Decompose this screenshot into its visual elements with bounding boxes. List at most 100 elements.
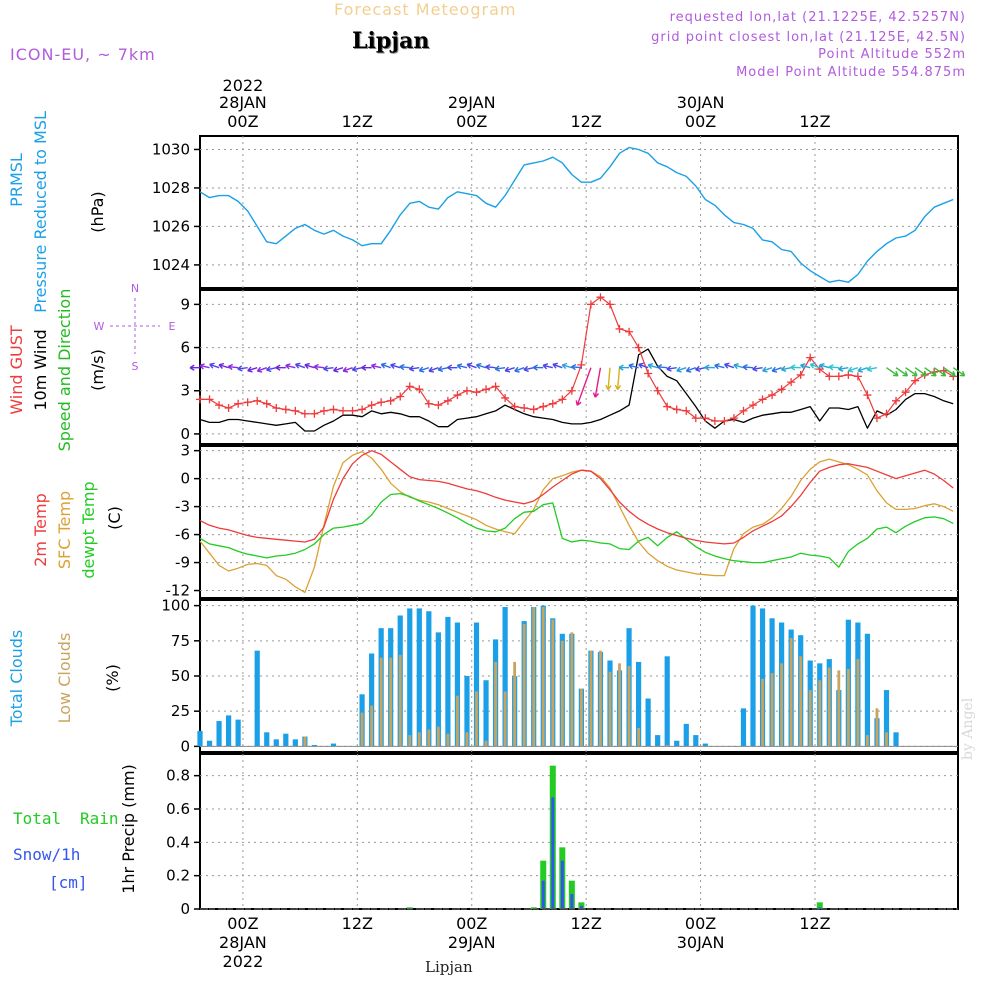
- wind-arrow: [561, 362, 573, 370]
- x-tick-label-bottom: 00Z: [227, 914, 258, 933]
- y-tick-label: 1024: [152, 256, 190, 274]
- wind-arrow: [733, 362, 744, 370]
- wind-10m-label: 10m Wind: [31, 329, 50, 410]
- wind-arrow: [514, 366, 525, 373]
- gust-marker: [281, 405, 290, 414]
- rain-bar: [816, 902, 823, 909]
- wind-arrow: [695, 365, 706, 373]
- wind-arrow: [924, 367, 937, 377]
- gust-marker: [243, 398, 252, 407]
- gust-marker: [625, 327, 634, 336]
- low-cloud-bar: [770, 673, 774, 747]
- gust-marker: [482, 385, 491, 394]
- y-tick-label: 3: [180, 382, 190, 400]
- x-tick-label-top: 00Z: [456, 112, 487, 131]
- wind-arrow: [809, 362, 820, 369]
- x-tick-label-top: 00Z: [227, 112, 258, 131]
- total-cloud-bar: [197, 730, 203, 747]
- wind-arrow: [742, 364, 754, 371]
- gust-marker: [234, 399, 243, 408]
- low-cloud-bar: [532, 607, 536, 747]
- x-tick-label-bottom: 00Z: [456, 914, 487, 933]
- wind-arrow: [771, 366, 782, 373]
- x-tick-label-bottom: 29JAN: [448, 933, 496, 952]
- wind-arrow: [313, 363, 325, 371]
- pressure-label-2: Pressure Reduced to MSL: [31, 111, 50, 313]
- gust-marker: [758, 395, 767, 404]
- location-title: Lipjan: [352, 28, 430, 54]
- wind-arrow: [189, 364, 200, 371]
- wind-arrow: [575, 367, 592, 406]
- gust-marker: [558, 395, 567, 404]
- wind-arrow: [952, 367, 966, 377]
- total-cloud-bar: [893, 732, 899, 747]
- gust-marker: [205, 395, 214, 404]
- total-cloud-bar: [664, 656, 670, 747]
- wind-arrow: [618, 364, 630, 371]
- x-tick-label-bottom: 00Z: [685, 914, 716, 933]
- gust-marker: [777, 385, 786, 394]
- total-cloud-bar: [864, 633, 871, 747]
- total-cloud-bar: [502, 607, 508, 747]
- gust-marker: [196, 395, 204, 404]
- snow-bar: [551, 797, 555, 909]
- gust-marker: [396, 392, 405, 401]
- y-tick-label: 9: [180, 295, 190, 313]
- low-cloud-bar: [541, 607, 545, 747]
- gust-marker: [462, 386, 471, 395]
- x-tick-label-top: 2022: [223, 76, 264, 95]
- wind-unit: (m/s): [88, 349, 107, 391]
- low-cloud-bar: [446, 733, 450, 747]
- wind-arrow: [828, 364, 839, 371]
- total-cloud-bar: [473, 622, 480, 747]
- snow-bar: [818, 907, 822, 909]
- gust-marker: [691, 414, 700, 423]
- wind-arrow: [408, 365, 420, 372]
- gust-marker: [586, 300, 595, 309]
- wind-arrow: [605, 367, 612, 391]
- cloud-unit: (%): [103, 664, 122, 692]
- x-tick-label-bottom: 2022: [223, 952, 264, 971]
- total-cloud-bar: [416, 608, 422, 747]
- compass-north: N: [131, 282, 139, 295]
- low-cloud-bar: [837, 670, 841, 747]
- gust-marker: [739, 406, 748, 415]
- wind-arrow: [638, 362, 649, 369]
- grid-point-coords: grid point closest lon,lat (21.125E, 42.…: [651, 30, 966, 45]
- gust-marker: [424, 399, 433, 408]
- wind-arrow: [466, 362, 477, 369]
- total-cloud-bar: [683, 723, 689, 747]
- wind-arrow: [943, 367, 956, 377]
- wind-arrow: [905, 367, 918, 377]
- total-cloud-bar: [702, 743, 708, 747]
- gust-marker: [701, 414, 710, 423]
- low-cloud-bar: [599, 650, 602, 747]
- total-cloud-bar: [693, 735, 699, 747]
- gust-marker: [644, 369, 653, 378]
- gust-marker: [768, 391, 777, 400]
- gust-marker: [443, 396, 452, 405]
- wind-arrow: [838, 365, 849, 372]
- low-cloud-bar: [465, 732, 469, 747]
- snow-bar: [570, 894, 574, 909]
- y-tick-label: 50: [171, 667, 190, 685]
- wind-arrow: [475, 362, 487, 370]
- gust-marker: [348, 406, 357, 415]
- wind-arrow: [380, 362, 391, 369]
- total-cloud-bar: [740, 708, 747, 747]
- low-cloud-bar: [637, 728, 640, 747]
- total-cloud-bar: [311, 744, 318, 747]
- gust-marker: [215, 401, 224, 410]
- y-tick-label: 3: [180, 442, 190, 460]
- sfc-temp-line: [199, 450, 954, 594]
- gust-marker: [834, 372, 843, 381]
- total-cloud-bar: [454, 622, 461, 747]
- total-cloud-bar: [216, 721, 222, 747]
- wind-arrow: [285, 363, 296, 370]
- pressure-line: [199, 146, 954, 283]
- gust-marker: [596, 293, 605, 302]
- wind-arrow: [647, 362, 658, 370]
- low-cloud-bar: [303, 736, 307, 747]
- wind-arrow: [914, 367, 928, 377]
- gust-marker: [291, 406, 300, 415]
